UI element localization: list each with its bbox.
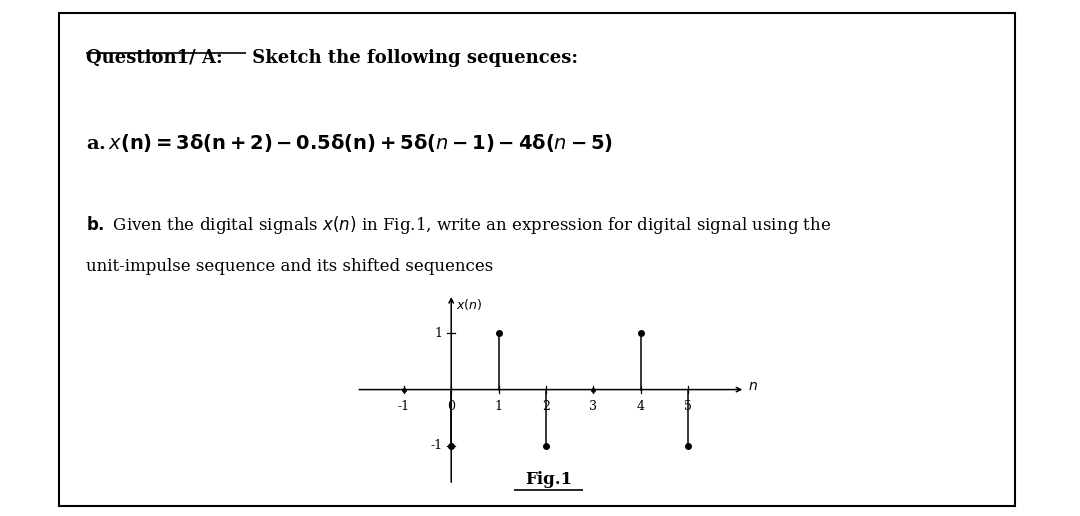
Text: 0: 0 [447,400,456,413]
Text: -1: -1 [431,439,443,452]
Text: a.$\,\mathbf{\mathit{x}}$$\mathbf{(n) = 3\delta(n + 2) - 0.5\delta(n) + 5\delta(: a.$\,\mathbf{\mathit{x}}$$\mathbf{(n) = … [86,132,613,154]
Text: Sketch the following sequences:: Sketch the following sequences: [246,49,578,67]
Text: 1: 1 [495,400,502,413]
Text: -1: -1 [397,400,410,413]
Text: 2: 2 [542,400,550,413]
Text: Question1/ A:: Question1/ A: [86,49,224,67]
Text: unit-impulse sequence and its shifted sequences: unit-impulse sequence and its shifted se… [86,258,494,275]
Text: 5: 5 [685,400,692,413]
Text: 4: 4 [637,400,645,413]
Text: Fig.1: Fig.1 [525,471,572,488]
Text: 1: 1 [434,327,443,340]
Text: $\mathit{x}(\mathit{n})$: $\mathit{x}(\mathit{n})$ [456,297,483,312]
FancyBboxPatch shape [59,13,1015,506]
Text: $\mathit{n}$: $\mathit{n}$ [747,379,757,393]
Text: 3: 3 [590,400,597,413]
Text: $\mathbf{b.}$ Given the digital signals $\mathit{x}(\mathit{n})$ in Fig.1, write: $\mathbf{b.}$ Given the digital signals … [86,214,832,236]
